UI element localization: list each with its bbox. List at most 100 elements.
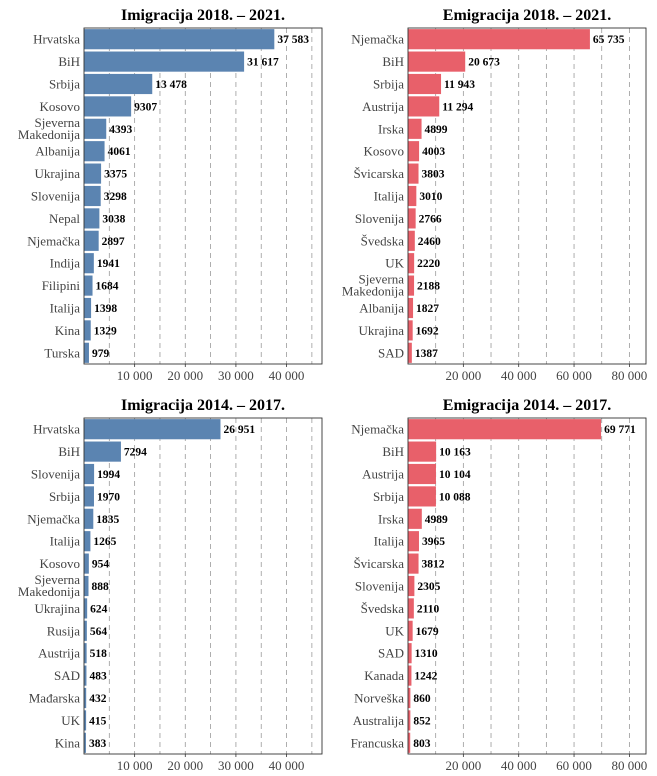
chart-panel: Emigracija 2018. – 2021. Njemačka 65 735 Bi… (342, 7, 647, 383)
bar (408, 51, 466, 72)
category-label: Kosovo (40, 556, 80, 571)
category-label: Slovenija (31, 467, 80, 482)
value-label: 3812 (422, 559, 445, 571)
category-label: Austrija (362, 467, 404, 482)
bar (84, 419, 221, 440)
bar (84, 463, 95, 485)
value-label: 2110 (417, 603, 440, 615)
category-label: SAD (54, 668, 80, 683)
bar (84, 297, 92, 319)
category-label: BiH (58, 54, 80, 69)
category-label: Srbija (49, 77, 80, 92)
category-label: Hrvatska (33, 422, 80, 437)
chart-panel: Imigracija 2018. – 2021. Hrvatska 37 583 Bi… (18, 7, 323, 383)
x-tick-label: 40 000 (269, 758, 305, 773)
category-label: Srbija (49, 489, 80, 504)
value-label: 1970 (97, 491, 120, 503)
bar (84, 732, 86, 753)
x-tick-label: 80 000 (612, 758, 648, 773)
value-label: 383 (89, 738, 107, 750)
value-label: 11 943 (444, 79, 475, 91)
category-label: Filipini (42, 278, 81, 293)
value-label: 69 771 (604, 424, 636, 436)
bar (408, 687, 411, 709)
value-label: 4061 (108, 146, 131, 158)
value-label: 26 951 (223, 424, 255, 436)
bar (408, 342, 412, 363)
x-tick-label: 60 000 (556, 368, 592, 383)
value-label: 1329 (94, 325, 117, 337)
category-label: Kina (55, 735, 81, 750)
category-label: Italija (374, 534, 405, 549)
bar (408, 732, 411, 753)
x-tick-label: 60 000 (556, 758, 592, 773)
bar (408, 620, 413, 641)
bar (84, 208, 100, 229)
value-label: 624 (90, 603, 108, 615)
category-label: Francuska (351, 735, 405, 750)
value-label: 7294 (124, 447, 147, 459)
value-label: 2305 (417, 581, 440, 593)
plot-frame (83, 417, 323, 755)
category-label: Kina (55, 323, 81, 338)
category-label: SAD (378, 345, 404, 360)
bar (84, 73, 153, 95)
category-label: Sjeverna Makedonija (18, 115, 80, 142)
category-label: Kosovo (364, 144, 404, 159)
category-label: SAD (378, 646, 404, 661)
bar (84, 687, 87, 709)
category-label: Njemačka (27, 233, 80, 248)
category-label: BiH (382, 54, 404, 69)
value-label: 65 735 (593, 34, 625, 46)
category-label: Irska (378, 121, 404, 136)
bar (408, 253, 415, 274)
x-tick-label: 10 000 (117, 368, 153, 383)
value-label: 564 (90, 626, 108, 638)
value-label: 1679 (416, 626, 439, 638)
category-label: Italija (50, 534, 81, 549)
category-label: Indija (50, 256, 81, 271)
category-label: Italija (50, 301, 81, 316)
category-label: UK (385, 256, 404, 271)
value-label: 4899 (425, 124, 448, 136)
category-label: Norveška (354, 691, 404, 706)
category-label: Australija (353, 713, 404, 728)
value-label: 2188 (417, 281, 440, 293)
value-label: 1692 (416, 325, 439, 337)
category-label: BiH (382, 444, 404, 459)
value-label: 9307 (134, 101, 157, 113)
x-tick-label: 40 000 (269, 368, 305, 383)
chart-title: Imigracija 2014. – 2017. (121, 397, 285, 414)
value-label: 20 673 (468, 57, 500, 69)
value-label: 1265 (93, 536, 116, 548)
category-label: Srbija (373, 77, 404, 92)
value-label: 10 104 (439, 469, 471, 481)
bar (84, 575, 89, 597)
x-tick-label: 20 000 (445, 758, 481, 773)
value-label: 803 (413, 738, 431, 750)
bar (84, 230, 99, 251)
value-label: 1835 (96, 514, 119, 526)
bar (84, 163, 102, 184)
bar (84, 643, 87, 664)
value-label: 13 478 (155, 79, 187, 91)
bar (84, 253, 94, 274)
bar (408, 463, 436, 485)
plot-frame (407, 417, 647, 755)
bar (408, 531, 419, 552)
category-label: Mađarska (29, 691, 80, 706)
value-label: 954 (92, 559, 110, 571)
bar (84, 141, 105, 162)
bar (408, 29, 590, 50)
value-label: 2220 (417, 258, 440, 270)
value-label: 31 617 (247, 57, 279, 69)
category-label: Slovenija (355, 211, 404, 226)
bar (84, 665, 87, 686)
bar (408, 598, 414, 619)
category-label: Albanija (359, 301, 404, 316)
bar (408, 575, 415, 597)
x-tick-label: 20 000 (167, 368, 203, 383)
category-label: Sjeverna Makedonija (18, 572, 80, 599)
value-label: 4003 (422, 146, 445, 158)
category-label: Sjeverna Makedonija (342, 272, 404, 299)
